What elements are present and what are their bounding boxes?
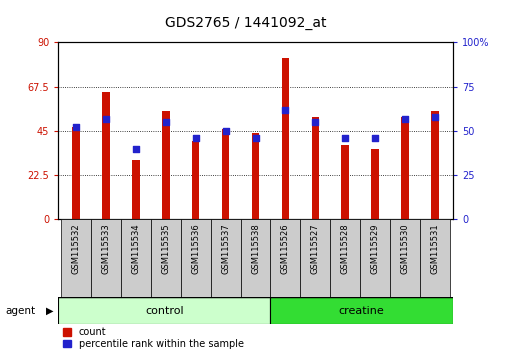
Text: GSM115538: GSM115538 xyxy=(250,223,260,274)
Bar xyxy=(180,219,210,297)
Point xyxy=(162,119,170,125)
Bar xyxy=(61,219,91,297)
Text: creatine: creatine xyxy=(338,306,384,316)
Point xyxy=(340,135,348,141)
Text: GSM115533: GSM115533 xyxy=(102,223,110,274)
Text: agent: agent xyxy=(5,306,35,316)
Point xyxy=(221,128,229,134)
Text: GSM115536: GSM115536 xyxy=(191,223,200,274)
Bar xyxy=(400,117,408,219)
Text: GSM115528: GSM115528 xyxy=(340,223,349,274)
Point xyxy=(72,125,80,130)
Bar xyxy=(150,219,180,297)
Bar xyxy=(72,127,80,219)
Bar xyxy=(121,219,150,297)
Bar xyxy=(58,297,270,324)
Bar xyxy=(102,92,110,219)
Bar xyxy=(91,219,121,297)
Text: GDS2765 / 1441092_at: GDS2765 / 1441092_at xyxy=(164,16,326,30)
Point xyxy=(311,119,319,125)
Text: GSM115531: GSM115531 xyxy=(430,223,438,274)
Text: ▶: ▶ xyxy=(45,306,53,316)
Bar xyxy=(371,149,378,219)
Bar xyxy=(132,160,139,219)
Bar xyxy=(281,58,288,219)
Text: GSM115535: GSM115535 xyxy=(161,223,170,274)
Text: GSM115527: GSM115527 xyxy=(310,223,319,274)
Text: control: control xyxy=(145,306,183,316)
Bar xyxy=(419,219,449,297)
Point xyxy=(191,135,199,141)
Bar xyxy=(430,111,438,219)
Text: GSM115534: GSM115534 xyxy=(131,223,140,274)
Text: GSM115530: GSM115530 xyxy=(400,223,409,274)
Bar xyxy=(251,133,259,219)
Bar xyxy=(162,111,169,219)
Bar xyxy=(240,219,270,297)
Point xyxy=(251,135,259,141)
Text: GSM115532: GSM115532 xyxy=(72,223,80,274)
Point xyxy=(370,135,378,141)
Text: GSM115529: GSM115529 xyxy=(370,223,379,274)
Point xyxy=(132,146,140,152)
Bar xyxy=(311,117,319,219)
Bar xyxy=(300,219,330,297)
Text: GSM115537: GSM115537 xyxy=(221,223,230,274)
Bar xyxy=(270,219,300,297)
Point xyxy=(400,116,408,121)
Point xyxy=(430,114,438,120)
Bar xyxy=(360,219,389,297)
Bar xyxy=(330,219,360,297)
Bar xyxy=(341,145,348,219)
Legend: count, percentile rank within the sample: count, percentile rank within the sample xyxy=(63,327,243,349)
Bar xyxy=(210,219,240,297)
Text: GSM115526: GSM115526 xyxy=(280,223,289,274)
Point xyxy=(281,107,289,113)
Point xyxy=(102,116,110,121)
Bar xyxy=(222,129,229,219)
Bar xyxy=(389,219,419,297)
Bar xyxy=(270,297,452,324)
Bar xyxy=(191,141,199,219)
